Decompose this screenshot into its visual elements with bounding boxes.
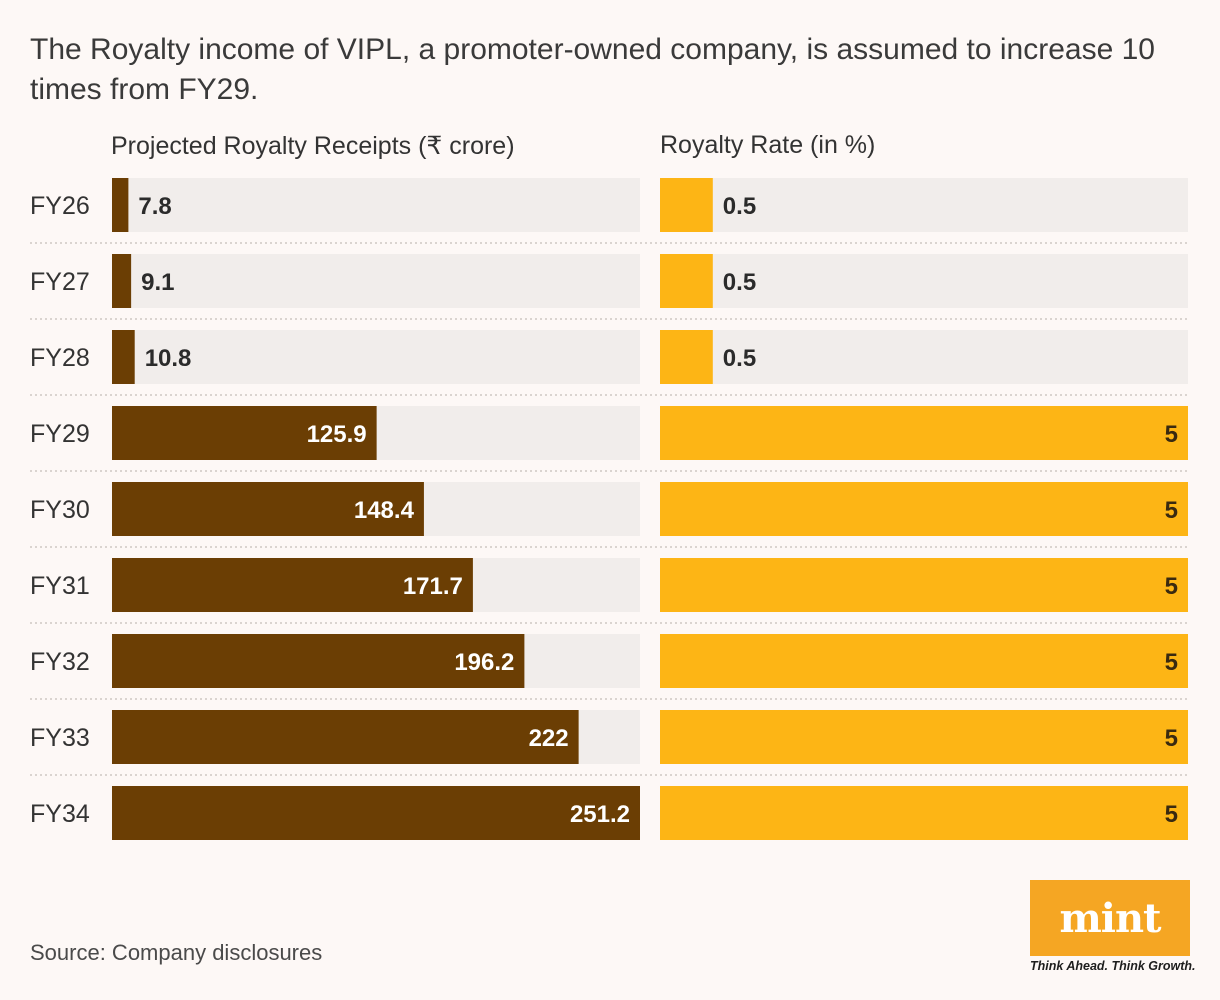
- receipts-value-label: 148.4: [354, 497, 415, 524]
- rate-value-label: 5: [1165, 421, 1178, 448]
- receipts-bar: [112, 634, 525, 688]
- category-label: FY29: [30, 420, 90, 448]
- receipts-bar: [112, 710, 579, 764]
- rate-bar: [660, 330, 713, 384]
- receipts-value-label: 7.8: [138, 193, 171, 220]
- receipts-bar: [112, 406, 377, 460]
- rate-value-label: 0.5: [723, 269, 756, 296]
- receipts-track: [112, 178, 640, 232]
- rate-panel-title: Royalty Rate (in %): [660, 131, 876, 159]
- receipts-value-label: 196.2: [454, 649, 514, 676]
- rate-track: [660, 254, 1188, 308]
- receipts-value-label: 10.8: [145, 345, 192, 372]
- chart-title: The Royalty income of VIPL, a promoter-o…: [30, 33, 1155, 106]
- receipts-bar: [112, 330, 135, 384]
- source-note: Source: Company disclosures: [30, 940, 323, 965]
- receipts-bar: [112, 482, 424, 536]
- rate-bar: [660, 710, 1188, 764]
- rate-bar: [660, 482, 1188, 536]
- receipts-bar: [112, 178, 129, 232]
- receipts-panel-title: Projected Royalty Receipts (₹ crore): [111, 132, 515, 160]
- rate-value-label: 5: [1165, 497, 1178, 524]
- category-label: FY27: [30, 268, 90, 296]
- logo-wordmark: mint: [1059, 894, 1161, 942]
- category-label: FY34: [30, 800, 90, 828]
- rate-bar: [660, 634, 1188, 688]
- mint-logo: mint Think Ahead. Think Growth.: [1030, 880, 1196, 973]
- rate-bar: [660, 558, 1188, 612]
- rate-track: [660, 178, 1188, 232]
- receipts-value-label: 9.1: [141, 269, 174, 296]
- receipts-value-label: 171.7: [403, 573, 463, 600]
- rate-bar: [660, 178, 713, 232]
- category-label: FY26: [30, 192, 90, 220]
- rate-bar: [660, 786, 1188, 840]
- receipts-bar: [112, 786, 640, 840]
- receipts-bar: [112, 254, 132, 308]
- category-label: FY30: [30, 496, 90, 524]
- rate-bar: [660, 254, 713, 308]
- category-label: FY33: [30, 724, 90, 752]
- receipts-value-label: 222: [529, 725, 569, 752]
- receipts-track: [112, 330, 640, 384]
- category-label: FY28: [30, 344, 90, 372]
- logo-tagline: Think Ahead. Think Growth.: [1030, 959, 1196, 973]
- rate-track: [660, 330, 1188, 384]
- bar-chart: FY26 7.8 0.5 FY27 9.1 0.5 FY28 10.8 0.5 FY29 125.9…: [30, 178, 1190, 840]
- receipts-bar: [112, 558, 473, 612]
- receipts-value-label: 125.9: [307, 421, 367, 448]
- rate-value-label: 0.5: [723, 193, 756, 220]
- category-label: FY32: [30, 648, 90, 676]
- rate-value-label: 5: [1165, 725, 1178, 752]
- rate-value-label: 5: [1165, 649, 1178, 676]
- rate-value-label: 5: [1165, 573, 1178, 600]
- rate-value-label: 0.5: [723, 345, 756, 372]
- logo-badge: mint: [1030, 880, 1190, 956]
- category-label: FY31: [30, 572, 90, 600]
- rate-value-label: 5: [1165, 801, 1178, 828]
- receipts-track: [112, 254, 640, 308]
- rate-bar: [660, 406, 1188, 460]
- receipts-value-label: 251.2: [570, 801, 630, 828]
